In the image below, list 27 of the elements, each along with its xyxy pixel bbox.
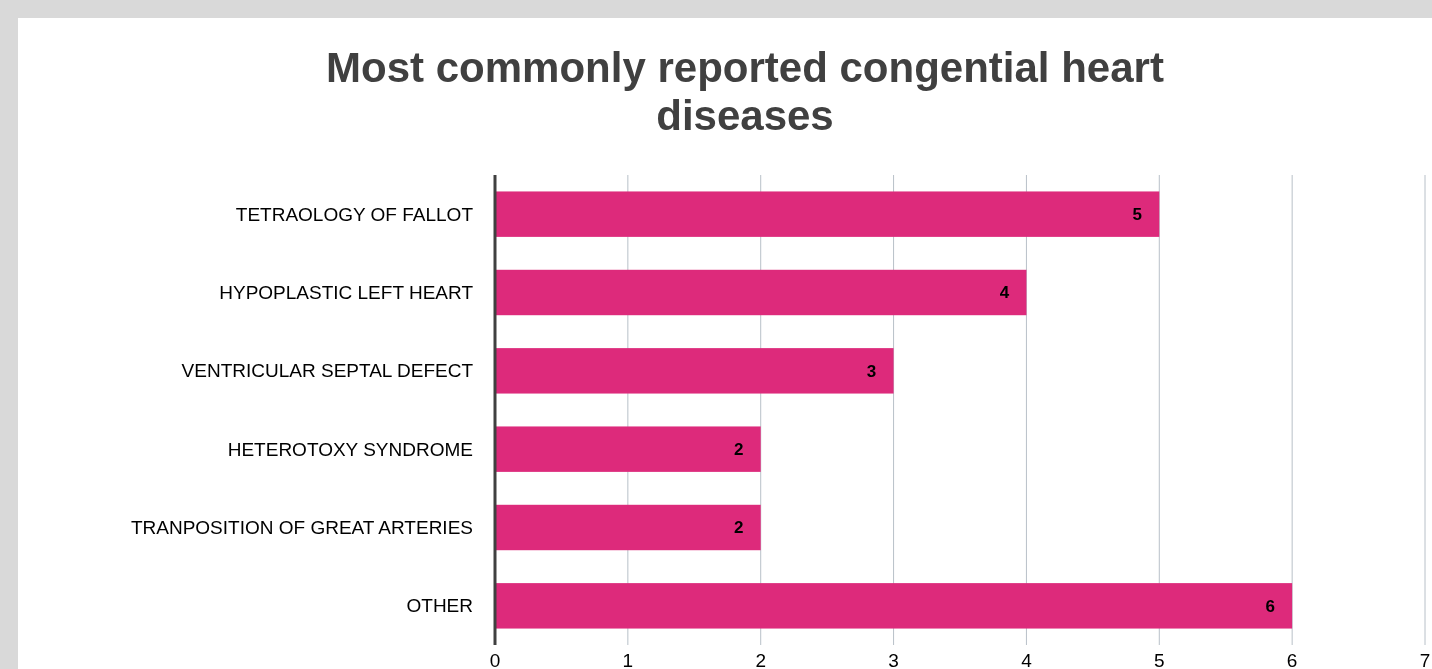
bar [495,191,1160,237]
bar [495,426,761,472]
y-tick-label: VENTRICULAR SEPTAL DEFECT [181,360,474,382]
x-tick-label: 4 [1021,650,1033,669]
bar [495,583,1293,629]
y-tick-label: HETEROTOXY SYNDROME [227,438,473,460]
data-label: 2 [733,518,744,538]
x-tick-label: 2 [755,650,766,669]
data-label: 6 [1265,596,1275,616]
x-tick-label: 7 [1419,650,1431,669]
data-label: 2 [733,440,744,460]
bar [495,348,894,394]
bar [495,504,761,551]
y-tick-label: TETRAOLOGY OF FALLOT [235,203,474,225]
data-label: 4 [999,283,1010,303]
data-label: 5 [1132,205,1143,225]
bar [495,269,1027,316]
data-label: 3 [866,361,877,381]
x-tick-label: 0 [489,650,501,669]
chart-title: Most commonly reported congential heart diseases [326,44,1164,139]
y-tick-label: HYPOPLASTIC LEFT HEART [219,282,474,304]
x-tick-label: 1 [622,650,634,669]
y-tick-label: OTHER [406,595,473,617]
y-tick-label: TRANPOSITION OF GREAT ARTERIES [130,517,473,539]
x-tick-label: 3 [888,650,899,669]
x-tick-label: 5 [1154,650,1165,669]
x-tick-label: 6 [1286,650,1298,669]
